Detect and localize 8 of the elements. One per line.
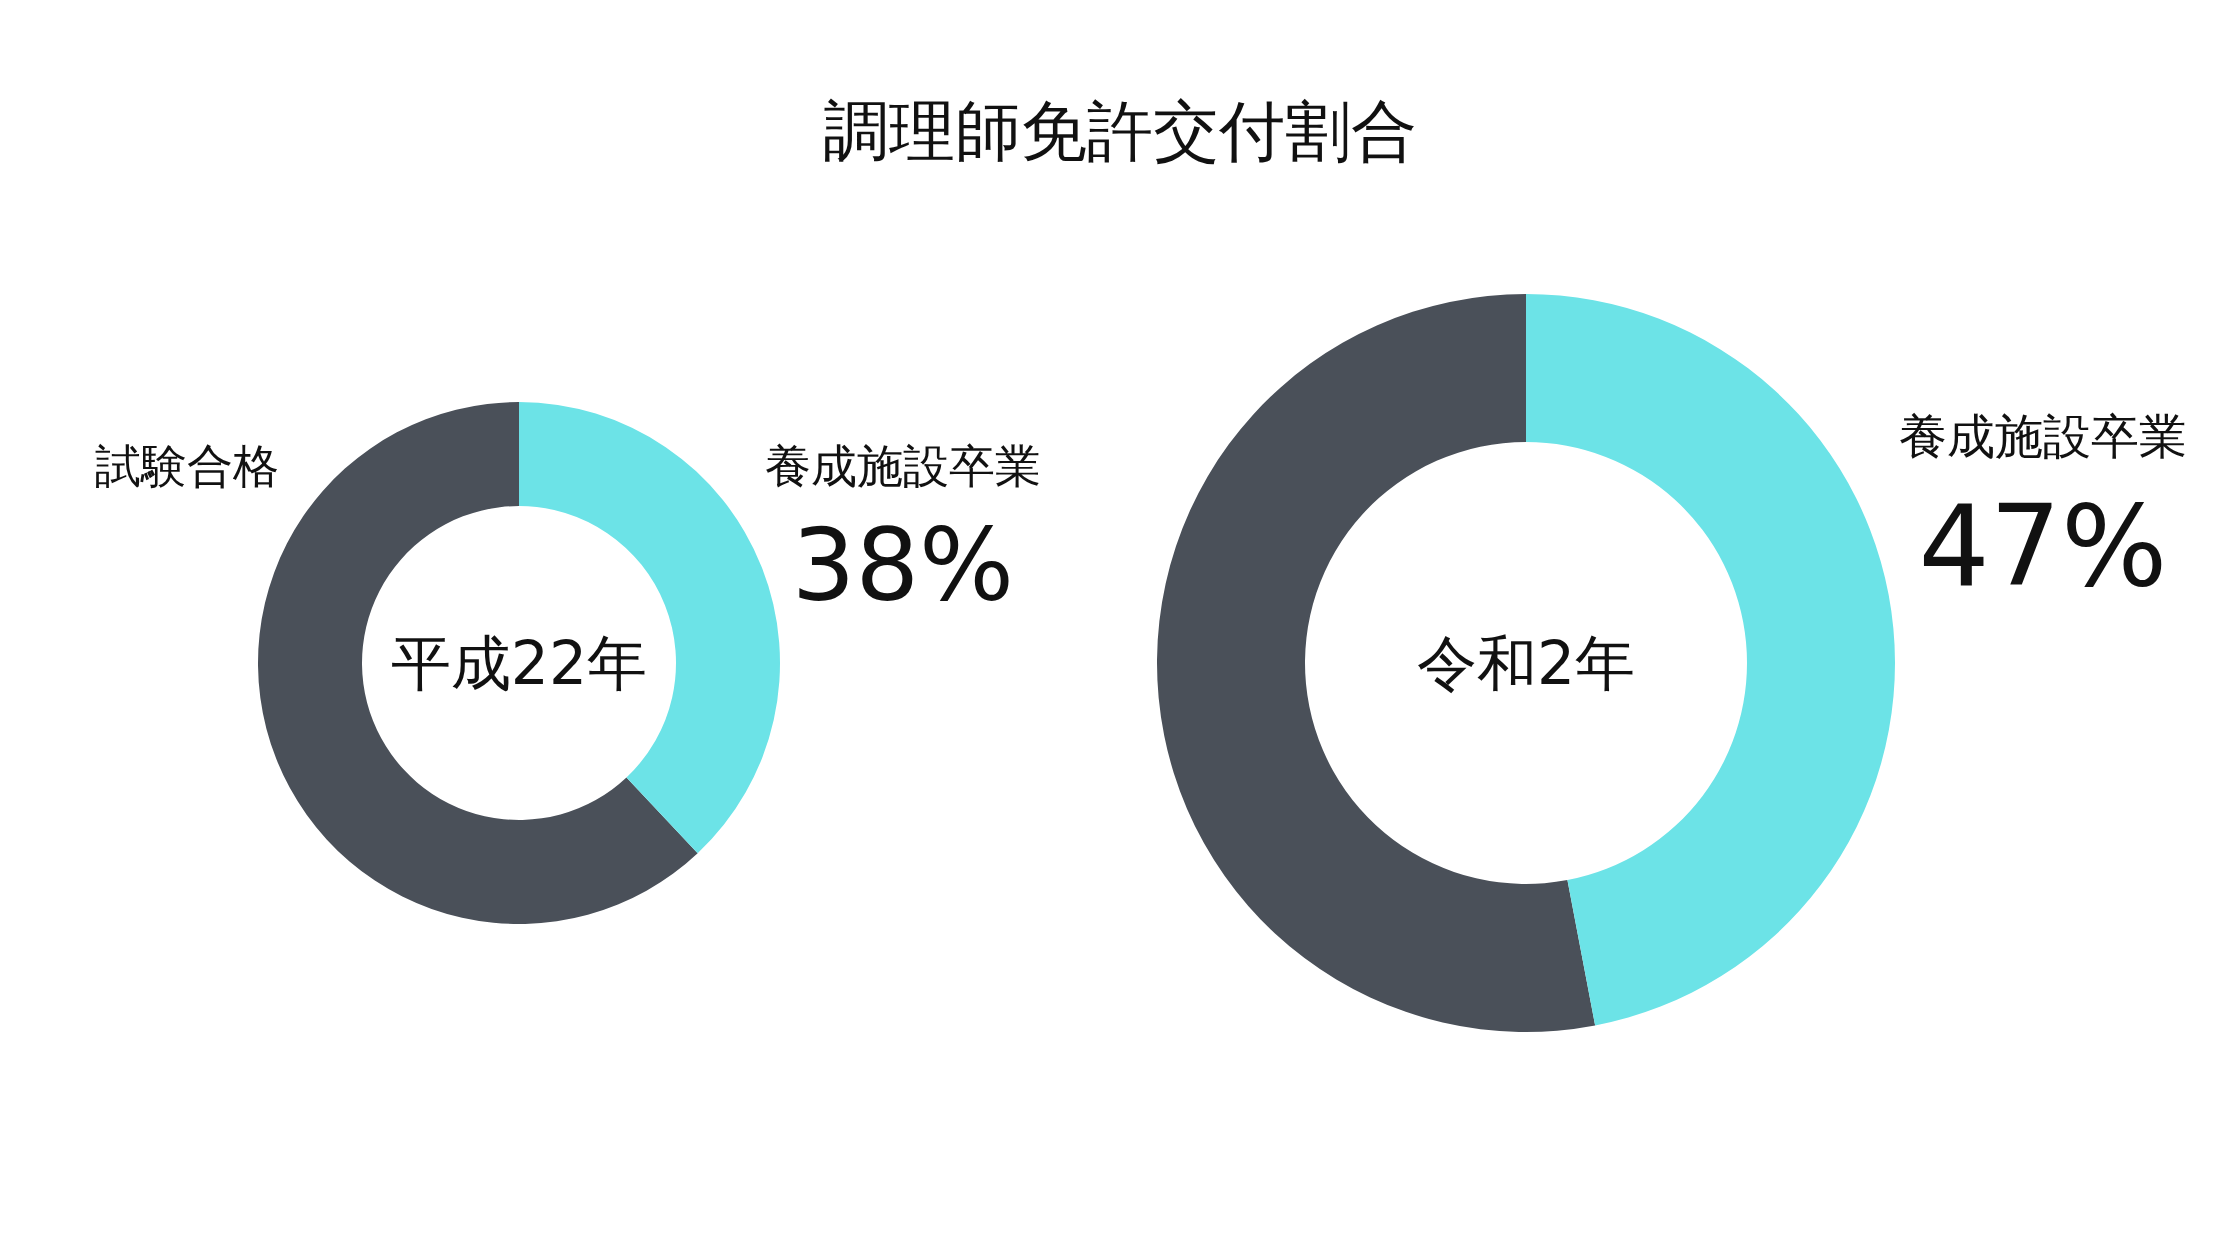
slice-label: 養成施設卒業 — [765, 439, 1041, 493]
slice-label: 養成施設卒業 — [1899, 408, 2187, 464]
chart-title: 調理師免許交付割合 — [823, 92, 1417, 170]
data-label: 47% — [1918, 481, 2168, 611]
text: 平成22年 — [390, 628, 648, 698]
data-label: 38% — [791, 506, 1015, 624]
text: 令和2年 — [1416, 628, 1636, 698]
slice-label: 試験合格 — [95, 439, 279, 493]
